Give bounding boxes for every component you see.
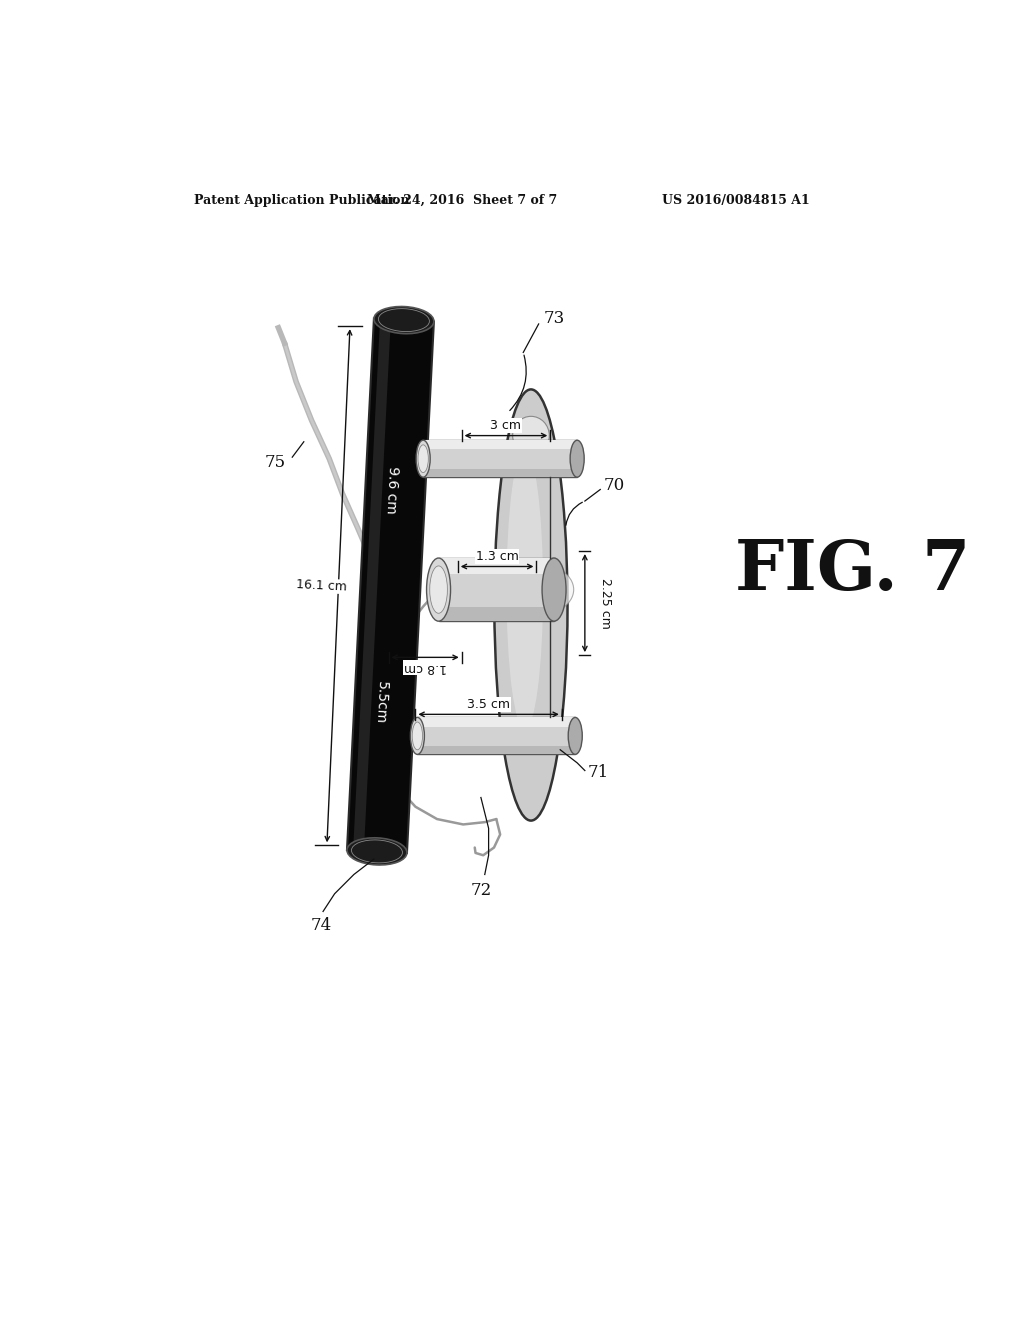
Ellipse shape: [488, 562, 573, 618]
Text: 16.1 cm: 16.1 cm: [296, 578, 347, 594]
Ellipse shape: [430, 566, 447, 614]
Text: 5.5cm: 5.5cm: [373, 681, 389, 725]
Text: Mar. 24, 2016  Sheet 7 of 7: Mar. 24, 2016 Sheet 7 of 7: [367, 194, 557, 207]
Ellipse shape: [513, 416, 549, 455]
Ellipse shape: [542, 558, 566, 622]
Polygon shape: [423, 441, 578, 449]
Ellipse shape: [374, 306, 434, 334]
Text: 73: 73: [544, 310, 565, 327]
Ellipse shape: [416, 441, 430, 478]
Text: 9.6 cm: 9.6 cm: [383, 466, 399, 513]
Ellipse shape: [495, 389, 567, 821]
Text: 75: 75: [265, 454, 286, 471]
Polygon shape: [423, 469, 578, 478]
Text: FIG. 7: FIG. 7: [735, 537, 971, 603]
Ellipse shape: [418, 445, 428, 473]
Text: 72: 72: [470, 882, 492, 899]
Ellipse shape: [427, 558, 451, 622]
Polygon shape: [438, 558, 554, 574]
Polygon shape: [423, 441, 578, 478]
Polygon shape: [418, 718, 575, 726]
Ellipse shape: [413, 722, 423, 750]
Ellipse shape: [570, 441, 584, 478]
Ellipse shape: [488, 719, 573, 752]
Ellipse shape: [488, 442, 573, 475]
Polygon shape: [353, 319, 391, 850]
Text: 1.3 cm: 1.3 cm: [475, 550, 518, 564]
Text: Patent Application Publication: Patent Application Publication: [194, 194, 410, 207]
Polygon shape: [438, 607, 554, 622]
Polygon shape: [347, 318, 434, 853]
Text: 3.5 cm: 3.5 cm: [467, 698, 510, 711]
Text: 70: 70: [603, 477, 625, 494]
Ellipse shape: [347, 838, 407, 865]
Polygon shape: [438, 558, 554, 622]
Text: 3 cm: 3 cm: [490, 418, 521, 432]
Ellipse shape: [507, 449, 543, 730]
Text: 2.25 cm: 2.25 cm: [599, 578, 611, 628]
Polygon shape: [418, 746, 575, 755]
Text: 1.8 cm: 1.8 cm: [403, 661, 446, 675]
Polygon shape: [418, 718, 575, 755]
Ellipse shape: [411, 718, 424, 755]
Text: 74: 74: [311, 917, 332, 933]
Text: 71: 71: [587, 764, 608, 781]
Ellipse shape: [568, 718, 583, 755]
Text: US 2016/0084815 A1: US 2016/0084815 A1: [662, 194, 810, 207]
